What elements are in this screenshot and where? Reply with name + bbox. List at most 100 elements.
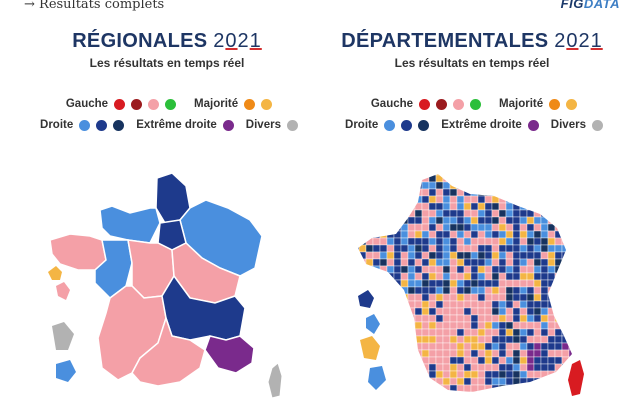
dept-cell[interactable] bbox=[498, 265, 507, 274]
dept-cell[interactable] bbox=[393, 209, 402, 218]
dept-cell[interactable] bbox=[463, 223, 472, 232]
dept-cell[interactable] bbox=[414, 230, 423, 239]
dept-cell[interactable] bbox=[470, 335, 479, 344]
dept-cell[interactable] bbox=[540, 335, 549, 344]
dept-cell[interactable] bbox=[540, 237, 549, 246]
dept-cell[interactable] bbox=[421, 384, 430, 392]
dept-cell[interactable] bbox=[477, 258, 486, 267]
dept-cell[interactable] bbox=[568, 258, 576, 267]
dept-cell[interactable] bbox=[519, 272, 528, 281]
dept-cell[interactable] bbox=[463, 384, 472, 392]
dept-cell[interactable] bbox=[414, 195, 423, 204]
dept-cell[interactable] bbox=[561, 370, 570, 379]
dept-cell[interactable] bbox=[583, 399, 590, 404]
dept-cell[interactable] bbox=[547, 286, 556, 295]
dept-cell[interactable] bbox=[407, 230, 416, 239]
dept-cell[interactable] bbox=[533, 195, 542, 204]
dept-cell[interactable] bbox=[407, 265, 416, 274]
dept-cell[interactable] bbox=[505, 195, 514, 204]
dept-cell[interactable] bbox=[519, 244, 528, 253]
dept-cell[interactable] bbox=[491, 363, 500, 372]
dept-cell[interactable] bbox=[352, 328, 360, 337]
dept-cell[interactable] bbox=[407, 321, 416, 330]
dept-cell[interactable] bbox=[435, 363, 444, 372]
dept-cell[interactable] bbox=[358, 174, 367, 183]
dept-cell[interactable] bbox=[519, 251, 528, 260]
dept-cell[interactable] bbox=[491, 265, 500, 274]
dept-cell[interactable] bbox=[428, 258, 437, 267]
dept-cell[interactable] bbox=[590, 217, 597, 224]
dept-cell[interactable] bbox=[407, 251, 416, 260]
dept-cell[interactable] bbox=[498, 181, 507, 190]
dept-cell[interactable] bbox=[379, 307, 388, 316]
dept-cell[interactable] bbox=[491, 307, 500, 316]
dept-cell[interactable] bbox=[498, 335, 507, 344]
dept-cell[interactable] bbox=[393, 195, 402, 204]
dept-cell[interactable] bbox=[393, 286, 402, 295]
dept-cell[interactable] bbox=[512, 216, 521, 225]
dept-cell[interactable] bbox=[540, 181, 549, 190]
dept-cell[interactable] bbox=[477, 237, 486, 246]
dept-cell[interactable] bbox=[583, 322, 590, 329]
dept-cell[interactable] bbox=[540, 244, 549, 253]
dept-cell[interactable] bbox=[400, 279, 409, 288]
dept-cell[interactable] bbox=[421, 349, 430, 358]
dept-cell[interactable] bbox=[533, 370, 542, 379]
dept-cell[interactable] bbox=[365, 251, 374, 260]
dept-cell[interactable] bbox=[583, 259, 590, 266]
dept-cell[interactable] bbox=[400, 168, 409, 176]
dept-cell[interactable] bbox=[400, 286, 409, 295]
dept-cell[interactable] bbox=[400, 202, 409, 211]
dept-cell[interactable] bbox=[456, 168, 465, 176]
dept-cell[interactable] bbox=[583, 343, 590, 350]
dept-cell[interactable] bbox=[365, 202, 374, 211]
dept-cell[interactable] bbox=[484, 202, 493, 211]
dept-cell[interactable] bbox=[435, 265, 444, 274]
dept-cell[interactable] bbox=[526, 286, 535, 295]
dept-cell[interactable] bbox=[435, 349, 444, 358]
dept-cell[interactable] bbox=[463, 272, 472, 281]
dept-cell[interactable] bbox=[477, 216, 486, 225]
dept-cell[interactable] bbox=[484, 377, 493, 386]
dept-cell[interactable] bbox=[576, 301, 583, 308]
dept-cell[interactable] bbox=[583, 217, 590, 224]
dept-cell[interactable] bbox=[484, 181, 493, 190]
dept-cell[interactable] bbox=[386, 300, 395, 309]
dept-cell[interactable] bbox=[512, 300, 521, 309]
dept-cell[interactable] bbox=[407, 356, 416, 365]
dept-cell[interactable] bbox=[449, 251, 458, 260]
dept-cell[interactable] bbox=[554, 188, 563, 197]
dept-cell[interactable] bbox=[554, 335, 563, 344]
dept-cell[interactable] bbox=[561, 363, 570, 372]
dept-cell[interactable] bbox=[547, 328, 556, 337]
dept-cell[interactable] bbox=[421, 174, 430, 183]
dept-cell[interactable] bbox=[597, 336, 602, 343]
dept-cell[interactable] bbox=[449, 342, 458, 351]
dept-cell[interactable] bbox=[540, 168, 549, 176]
dept-cell[interactable] bbox=[533, 356, 542, 365]
dept-cell[interactable] bbox=[512, 363, 521, 372]
dept-cell[interactable] bbox=[400, 370, 409, 379]
dept-cell[interactable] bbox=[512, 356, 521, 365]
dept-cell[interactable] bbox=[358, 188, 367, 197]
dept-cell[interactable] bbox=[358, 237, 367, 246]
dept-cell[interactable] bbox=[379, 328, 388, 337]
dept-cell[interactable] bbox=[393, 363, 402, 372]
dept-cell[interactable] bbox=[414, 181, 423, 190]
dept-cell[interactable] bbox=[414, 356, 423, 365]
dept-cell[interactable] bbox=[407, 370, 416, 379]
dept-cell[interactable] bbox=[449, 307, 458, 316]
dept-cell[interactable] bbox=[590, 385, 597, 392]
dept-cell[interactable] bbox=[491, 244, 500, 253]
dept-cell[interactable] bbox=[519, 279, 528, 288]
dept-cell[interactable] bbox=[421, 237, 430, 246]
dept-cell[interactable] bbox=[393, 335, 402, 344]
dept-cell[interactable] bbox=[449, 230, 458, 239]
dept-cell[interactable] bbox=[519, 300, 528, 309]
dept-cell[interactable] bbox=[407, 293, 416, 302]
dept-cell[interactable] bbox=[512, 293, 521, 302]
dept-cell[interactable] bbox=[491, 286, 500, 295]
overseas-guyane[interactable] bbox=[360, 336, 380, 360]
dept-cell[interactable] bbox=[428, 216, 437, 225]
dept-cell[interactable] bbox=[526, 168, 535, 176]
